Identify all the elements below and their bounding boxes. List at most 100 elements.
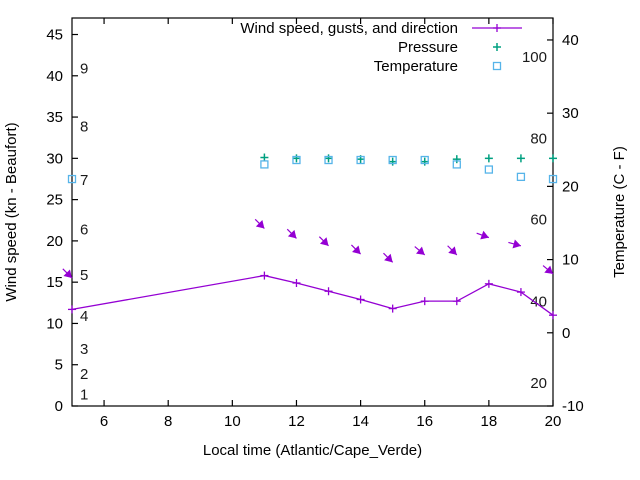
y-tick-label: 5 bbox=[55, 357, 63, 374]
temperature-point bbox=[356, 155, 365, 165]
y-tick-label: 45 bbox=[46, 27, 63, 44]
y-tick-label: 25 bbox=[46, 192, 63, 209]
pressure-point bbox=[516, 154, 525, 163]
pressure-point bbox=[388, 157, 397, 166]
arrow-head bbox=[287, 229, 297, 239]
beaufort-scale-label: 8 bbox=[80, 118, 88, 135]
wind-direction-arrow bbox=[383, 252, 394, 263]
temperature-point bbox=[388, 155, 397, 165]
y-tick-label: 10 bbox=[46, 315, 63, 332]
beaufort-scale-label: 1 bbox=[80, 387, 88, 404]
fahrenheit-scale-label: 20 bbox=[530, 375, 547, 392]
beaufort-scale-label: 3 bbox=[80, 341, 88, 358]
wind-direction-arrow bbox=[350, 244, 362, 255]
fahrenheit-scale-label: 80 bbox=[530, 130, 547, 147]
wind-direction-arrow bbox=[318, 236, 329, 247]
temperature-point bbox=[452, 160, 461, 169]
y2-tick-label: 0 bbox=[562, 325, 570, 342]
y-tick-label: 35 bbox=[46, 109, 63, 126]
wind-speed-point bbox=[68, 305, 76, 314]
arrow-head bbox=[512, 239, 521, 249]
beaufort-scale-label: 2 bbox=[80, 366, 88, 383]
y2-tick-label: 20 bbox=[562, 178, 579, 195]
y-tick-label: 0 bbox=[55, 398, 63, 415]
x-tick-label: 18 bbox=[481, 413, 498, 430]
plot-area-border bbox=[71, 17, 554, 407]
pressure-point bbox=[260, 153, 269, 162]
arrow-head bbox=[63, 269, 72, 279]
wind-direction-arrow bbox=[476, 230, 490, 240]
y-tick-label: 15 bbox=[46, 274, 63, 291]
arrow-head bbox=[544, 265, 553, 274]
wind-direction-arrow bbox=[447, 245, 458, 256]
data-layer bbox=[62, 153, 558, 320]
x-tick-label: 8 bbox=[164, 413, 172, 430]
tick-layer: 6 8 10 12 14 16 18 20051015202530354045-1001020… bbox=[46, 18, 584, 430]
y-tick-label: 20 bbox=[46, 233, 63, 250]
pressure-point bbox=[452, 155, 461, 164]
y2-tick-label: -10 bbox=[562, 398, 584, 415]
y-tick-label: 30 bbox=[46, 150, 63, 167]
temperature-point bbox=[67, 174, 77, 184]
y2-tick-label: 30 bbox=[562, 105, 579, 122]
wind-speed-point bbox=[292, 278, 301, 287]
wind-speed-point bbox=[388, 304, 397, 313]
temperature-point bbox=[420, 155, 429, 165]
wind-speed-point bbox=[549, 311, 557, 320]
pressure-point bbox=[484, 154, 493, 163]
wind-speed-point bbox=[260, 271, 269, 280]
y2-tick-label: 40 bbox=[562, 32, 579, 49]
arrow-head bbox=[416, 246, 425, 255]
fahrenheit-scale-label: 100 bbox=[522, 49, 547, 66]
legend-label-pressure: Pressure bbox=[398, 39, 458, 56]
temperature-point bbox=[484, 165, 494, 174]
y2-tick-label: 10 bbox=[562, 252, 579, 269]
beaufort-scale-label: 9 bbox=[80, 61, 88, 78]
temperature-point bbox=[324, 155, 333, 165]
wind-speed-point bbox=[356, 295, 365, 304]
legend-label-temperature: Temperature bbox=[374, 58, 458, 75]
wind-direction-arrow bbox=[254, 218, 265, 229]
wind-direction-arrow bbox=[542, 265, 554, 275]
x-axis-title: Local time (Atlantic/Cape_Verde) bbox=[203, 442, 422, 459]
temperature-point bbox=[516, 172, 526, 182]
axis-titles-layer: Local time (Atlantic/Cape_Verde) Wind spe… bbox=[3, 122, 628, 459]
fahrenheit-scale-label: 40 bbox=[530, 294, 547, 311]
arrow-head bbox=[448, 246, 457, 255]
plot-frame-layer bbox=[71, 17, 554, 407]
pressure-point bbox=[420, 157, 429, 166]
inner-scale-layer: 1 2 3 4 5 6 7 8 9 20 40 60 80 100 bbox=[80, 49, 547, 404]
temperature-point bbox=[292, 155, 301, 165]
beaufort-scale-label: 6 bbox=[80, 222, 88, 239]
y-axis-title: Wind speed (kn - Beaufort) bbox=[3, 122, 20, 301]
wind-direction-arrow bbox=[286, 228, 297, 239]
arrow-head bbox=[480, 230, 489, 240]
arrow-head bbox=[255, 219, 265, 229]
arrow-head bbox=[319, 237, 329, 246]
x-tick-label: 6 bbox=[100, 413, 108, 430]
x-tick-label: 14 bbox=[352, 413, 369, 430]
beaufort-scale-label: 5 bbox=[80, 267, 88, 284]
fahrenheit-scale-label: 60 bbox=[530, 212, 547, 229]
pressure-point bbox=[324, 154, 333, 163]
wind-speed-point bbox=[484, 279, 493, 288]
beaufort-scale-label: 4 bbox=[80, 308, 88, 325]
wind-speed-line bbox=[71, 274, 554, 316]
wind-speed-point bbox=[516, 288, 525, 297]
wind-direction-arrow bbox=[508, 239, 522, 249]
y-tick-label: 40 bbox=[46, 68, 63, 85]
temperature-point bbox=[260, 160, 269, 169]
temperature-point bbox=[548, 174, 558, 184]
x-tick-label: 10 bbox=[224, 413, 241, 430]
wind-speed-point bbox=[324, 287, 333, 296]
beaufort-scale-label: 7 bbox=[80, 172, 88, 189]
x-tick-label: 20 bbox=[545, 413, 562, 430]
y2-axis-title: Temperature (C - F) bbox=[611, 146, 628, 278]
arrow-head bbox=[384, 253, 393, 263]
legend-layer: Wind speed, gusts, and direction Pressure… bbox=[240, 20, 522, 75]
wind-direction-arrow bbox=[62, 268, 73, 279]
arrow-head bbox=[352, 245, 361, 255]
legend-square-sample bbox=[492, 61, 502, 71]
